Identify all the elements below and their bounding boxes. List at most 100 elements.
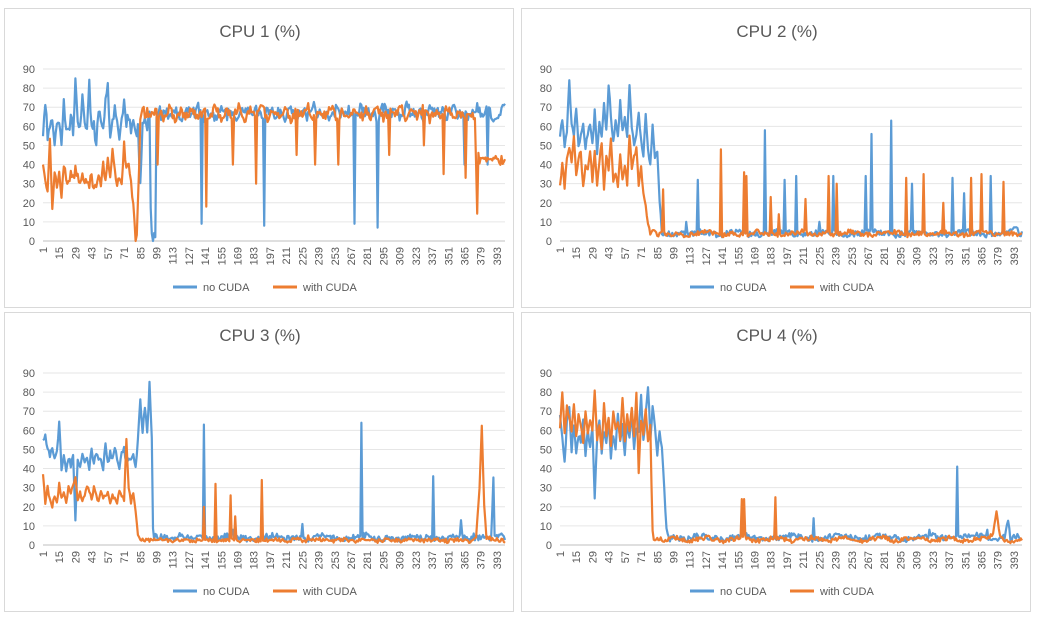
- x-tick-label: 239: [314, 551, 326, 569]
- y-tick-label: 70: [23, 406, 35, 418]
- x-tick-label: 169: [233, 247, 245, 265]
- chart-title: CPU 3 (%): [219, 326, 300, 345]
- y-tick-label: 30: [540, 483, 552, 495]
- x-tick-label: 127: [701, 247, 713, 265]
- chart-title: CPU 1 (%): [219, 22, 300, 41]
- x-tick-label: 295: [895, 247, 907, 265]
- x-tick-label: 1: [555, 551, 567, 557]
- x-tick-label: 43: [604, 247, 616, 259]
- x-tick-label: 211: [281, 247, 293, 265]
- x-tick-label: 169: [750, 551, 762, 569]
- legend-label: with CUDA: [302, 586, 357, 598]
- y-tick-label: 80: [23, 83, 35, 95]
- x-tick-label: 365: [976, 247, 988, 265]
- y-tick-label: 60: [23, 425, 35, 437]
- x-tick-label: 197: [782, 551, 794, 569]
- x-tick-label: 225: [814, 247, 826, 265]
- x-tick-label: 57: [620, 247, 632, 259]
- x-tick-label: 183: [766, 247, 778, 265]
- x-tick-label: 365: [459, 551, 471, 569]
- x-tick-label: 211: [798, 551, 810, 569]
- x-tick-label: 43: [87, 551, 99, 563]
- x-tick-label: 253: [847, 247, 859, 265]
- x-tick-label: 337: [427, 247, 439, 265]
- y-tick-label: 70: [540, 406, 552, 418]
- x-tick-label: 351: [443, 551, 455, 569]
- x-tick-label: 57: [103, 247, 115, 259]
- y-tick-label: 10: [540, 521, 552, 533]
- y-tick-label: 40: [23, 464, 35, 476]
- x-tick-label: 57: [620, 551, 632, 563]
- series-line-with-cuda: [558, 134, 1022, 239]
- x-tick-label: 29: [587, 247, 599, 259]
- y-tick-label: 30: [23, 483, 35, 495]
- x-tick-label: 393: [1009, 551, 1021, 569]
- x-tick-label: 141: [200, 247, 212, 265]
- x-tick-label: 197: [265, 247, 277, 265]
- y-tick-label: 50: [23, 140, 35, 152]
- x-tick-label: 225: [297, 247, 309, 265]
- chart-cpu2: CPU 2 (%) 0 10 20 30 40 50 60 70 80 90 1 15 29 43 57 71…: [540, 22, 1024, 294]
- y-tick-label: 60: [540, 121, 552, 133]
- x-tick-label: 99: [668, 247, 680, 259]
- y-tick-label: 40: [540, 160, 552, 172]
- y-tick-label: 80: [540, 387, 552, 399]
- y-tick-label: 20: [23, 198, 35, 210]
- x-tick-label: 71: [636, 551, 648, 563]
- series-line-no-cuda: [558, 386, 1023, 544]
- y-tick-label: 10: [23, 521, 35, 533]
- y-tick-label: 30: [540, 179, 552, 191]
- x-tick-label: 169: [750, 247, 762, 265]
- y-tick-label: 0: [546, 540, 552, 552]
- x-tick-label: 71: [636, 247, 648, 259]
- x-tick-label: 99: [668, 551, 680, 563]
- y-tick-label: 60: [23, 121, 35, 133]
- y-tick-label: 90: [540, 64, 552, 76]
- x-tick-label: 113: [685, 247, 697, 265]
- y-tick-label: 60: [540, 425, 552, 437]
- x-tick-label: 267: [346, 247, 358, 265]
- x-tick-label: 183: [766, 551, 778, 569]
- x-tick-label: 281: [879, 247, 891, 265]
- x-tick-label: 281: [362, 247, 374, 265]
- y-tick-label: 50: [540, 444, 552, 456]
- x-tick-label: 15: [571, 247, 583, 259]
- x-tick-label: 323: [928, 247, 940, 265]
- x-tick-label: 267: [863, 551, 875, 569]
- x-tick-label: 197: [265, 551, 277, 569]
- x-tick-label: 239: [831, 247, 843, 265]
- x-tick-label: 239: [314, 247, 326, 265]
- x-tick-label: 351: [960, 551, 972, 569]
- x-tick-label: 281: [362, 551, 374, 569]
- series-line-with-cuda: [41, 424, 506, 545]
- x-tick-label: 141: [717, 551, 729, 569]
- x-tick-label: 379: [993, 247, 1005, 265]
- x-tick-label: 183: [249, 247, 261, 265]
- y-tick-label: 40: [23, 160, 35, 172]
- y-tick-label: 0: [546, 236, 552, 248]
- x-tick-label: 351: [443, 247, 455, 265]
- x-tick-label: 127: [701, 551, 713, 569]
- x-tick-label: 337: [944, 551, 956, 569]
- x-tick-label: 365: [459, 247, 471, 265]
- x-tick-label: 43: [604, 551, 616, 563]
- y-tick-label: 90: [23, 368, 35, 380]
- x-tick-label: 127: [184, 247, 196, 265]
- y-tick-label: 20: [540, 502, 552, 514]
- x-tick-label: 15: [571, 551, 583, 563]
- y-tick-label: 90: [540, 368, 552, 380]
- x-tick-label: 15: [54, 551, 66, 563]
- chart-cpu3-panel: CPU 3 (%) 0 10 20 30 40 50 60 70 80 90 1 15 29 43 57 71…: [4, 312, 514, 612]
- series-line-no-cuda: [42, 380, 507, 544]
- x-tick-label: 309: [395, 551, 407, 569]
- y-tick-label: 30: [23, 179, 35, 191]
- x-tick-label: 295: [895, 551, 907, 569]
- x-tick-label: 85: [652, 551, 664, 563]
- x-tick-label: 309: [912, 551, 924, 569]
- x-tick-label: 183: [249, 551, 261, 569]
- x-tick-label: 365: [976, 551, 988, 569]
- x-tick-label: 323: [928, 551, 940, 569]
- x-tick-label: 393: [492, 551, 504, 569]
- x-tick-label: 1: [38, 551, 50, 557]
- y-tick-label: 80: [540, 83, 552, 95]
